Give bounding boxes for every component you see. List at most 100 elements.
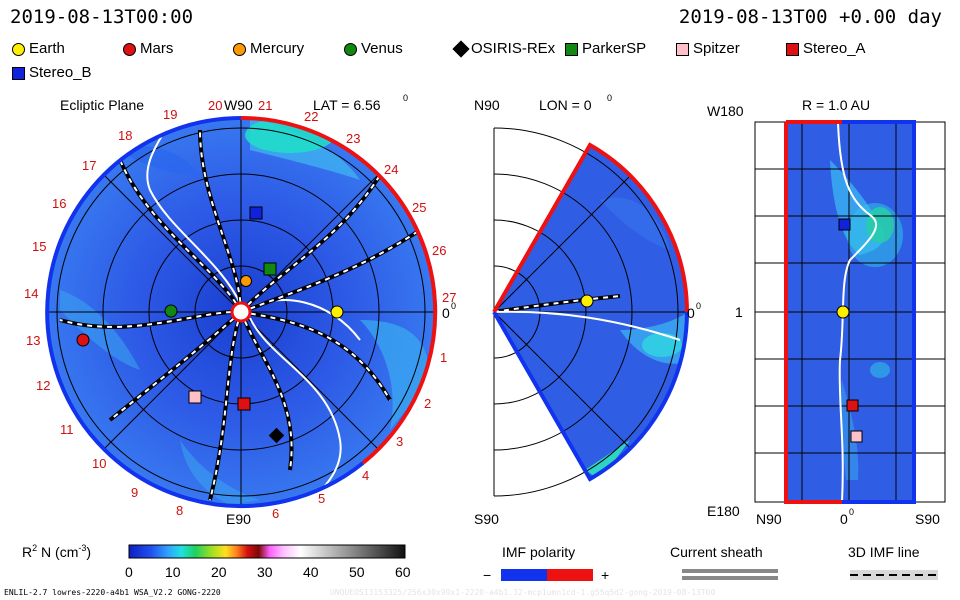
ecliptic-w90-label: W90 <box>224 97 253 113</box>
density-colorbar: 0 10 20 30 40 50 60 R2 N (cm-3) <box>22 543 411 580</box>
sphere-s90-label: S90 <box>915 511 940 527</box>
svg-text:2: 2 <box>424 396 431 411</box>
legend-mercury: Mercury <box>233 40 304 57</box>
svg-text:11: 11 <box>60 422 74 437</box>
meridional-n90-label: N90 <box>474 97 500 113</box>
svg-text:14: 14 <box>24 286 38 301</box>
svg-text:26: 26 <box>432 243 446 258</box>
meridional-plane-panel: N90 LON = 0 0 S90 0 0 <box>474 93 701 527</box>
meridional-s90-label: S90 <box>474 511 499 527</box>
colorbar-label: R2 N (cm-3) <box>22 543 91 560</box>
ecliptic-lat-label: LAT = 6.56 <box>313 97 381 113</box>
legend-parkersp: ParkerSP <box>565 40 646 57</box>
current-sheath-key: Current sheath <box>670 544 778 580</box>
svg-text:16: 16 <box>52 196 66 211</box>
meridional-earth-marker <box>580 294 594 308</box>
svg-text:1: 1 <box>440 350 447 365</box>
parkersp-marker-icon <box>565 42 578 56</box>
imf-minus-label: − <box>483 567 491 583</box>
svg-text:9: 9 <box>131 485 138 500</box>
ecliptic-stereo-a-marker <box>237 397 251 411</box>
ecliptic-parkersp-marker <box>263 262 277 276</box>
sphere-title: R = 1.0 AU <box>802 97 870 113</box>
sphere-zero-label: 0 <box>840 511 848 527</box>
ecliptic-negative-polarity-arc <box>45 116 365 508</box>
ecliptic-earth-marker <box>330 305 344 319</box>
svg-text:4: 4 <box>362 468 369 483</box>
svg-text:40: 40 <box>303 564 319 580</box>
legend-stereo-a: Stereo_A <box>786 40 866 57</box>
svg-text:12: 12 <box>36 378 50 393</box>
carrington-longitude-labels: 1 2 3 4 5 6 8 9 10 11 12 13 14 15 16 17 … <box>24 98 456 521</box>
ecliptic-e90-label: E90 <box>226 511 251 527</box>
svg-text:13: 13 <box>26 333 40 348</box>
ecliptic-plane-panel: 1 2 3 4 5 6 8 9 10 11 12 13 14 15 16 17 … <box>24 93 456 527</box>
sphere-stereo-a-marker <box>846 399 859 412</box>
svg-text:18: 18 <box>118 128 132 143</box>
colorbar-gradient <box>128 544 406 559</box>
meridional-negative-arc <box>492 311 689 482</box>
svg-text:3: 3 <box>396 434 403 449</box>
mercury-marker-icon <box>233 42 246 56</box>
legend-mars: Mars <box>123 40 173 57</box>
legend-stereo-b: Stereo_B <box>12 64 92 81</box>
ecliptic-zero-degree: 0 <box>451 301 456 311</box>
legend-venus: Venus <box>344 40 403 57</box>
svg-text:20: 20 <box>211 564 227 580</box>
ecliptic-title: Ecliptic Plane <box>60 97 144 113</box>
spitzer-marker-icon <box>676 42 689 56</box>
svg-text:23: 23 <box>346 131 360 146</box>
svg-text:27: 27 <box>442 290 456 305</box>
sphere-mid-label: 1 <box>735 304 743 320</box>
earth-marker-icon <box>12 42 25 56</box>
legend-earth: Earth <box>12 40 65 57</box>
meridional-lon-label: LON = 0 <box>539 97 592 113</box>
legend-spitzer: Spitzer <box>676 40 740 57</box>
imf-positive-swatch <box>547 569 593 581</box>
ecliptic-spitzer-marker <box>188 390 202 404</box>
run-id-footer: UNQUEOS13153325/256x30x90x1-2220-a4b1.32… <box>330 588 716 597</box>
meridional-current-sheath <box>493 310 681 341</box>
current-sheath-title: Current sheath <box>670 544 763 560</box>
sphere-n90-label: N90 <box>756 511 782 527</box>
stereo-b-marker-icon <box>12 66 25 80</box>
sphere-e180-label: E180 <box>707 503 740 519</box>
left-timestamp: 2019-08-13T00:00 <box>10 6 194 28</box>
svg-text:5: 5 <box>318 491 325 506</box>
imf-line-key: 3D IMF line <box>848 544 938 580</box>
meridional-zero-label: 0 <box>687 305 695 321</box>
colorbar-ticks: 0 10 20 30 40 50 60 <box>125 564 411 580</box>
sphere-positive-boundary <box>784 122 842 504</box>
svg-text:10: 10 <box>165 564 181 580</box>
venus-marker-icon <box>344 42 357 56</box>
svg-text:50: 50 <box>349 564 365 580</box>
stereo-a-marker-icon <box>786 42 799 56</box>
svg-text:6: 6 <box>272 506 279 521</box>
imf-polarity-key: IMF polarity − + <box>483 544 609 583</box>
imf-polarity-title: IMF polarity <box>502 544 575 560</box>
ecliptic-zero-label: 0 <box>442 305 450 321</box>
legend-osiris-rex: OSIRIS-REx <box>452 40 555 58</box>
ecliptic-venus-marker <box>164 304 178 318</box>
sphere-w180-label: W180 <box>707 103 744 119</box>
svg-text:24: 24 <box>384 162 398 177</box>
sphere-zero-degree: 0 <box>849 507 854 517</box>
svg-text:10: 10 <box>92 456 106 471</box>
meridional-lon-degree: 0 <box>607 93 612 103</box>
imf-line-title: 3D IMF line <box>848 544 920 560</box>
ecliptic-mars-marker <box>76 333 90 347</box>
sphere-panel: R = 1.0 AU W180 1 E180 N90 0 0 S90 <box>707 97 946 527</box>
ecliptic-stereo-b-marker <box>249 206 263 220</box>
svg-text:25: 25 <box>412 200 426 215</box>
svg-text:8: 8 <box>176 503 183 518</box>
sun-inner-boundary <box>230 301 252 323</box>
svg-text:15: 15 <box>32 239 46 254</box>
imf-negative-swatch <box>501 569 547 581</box>
imf-plus-label: + <box>601 567 609 583</box>
meridional-positive-arc <box>492 142 689 313</box>
svg-text:60: 60 <box>395 564 411 580</box>
svg-text:21: 21 <box>258 98 272 113</box>
sphere-negative-boundary <box>842 120 916 504</box>
ecliptic-lat-degree: 0 <box>403 93 408 103</box>
